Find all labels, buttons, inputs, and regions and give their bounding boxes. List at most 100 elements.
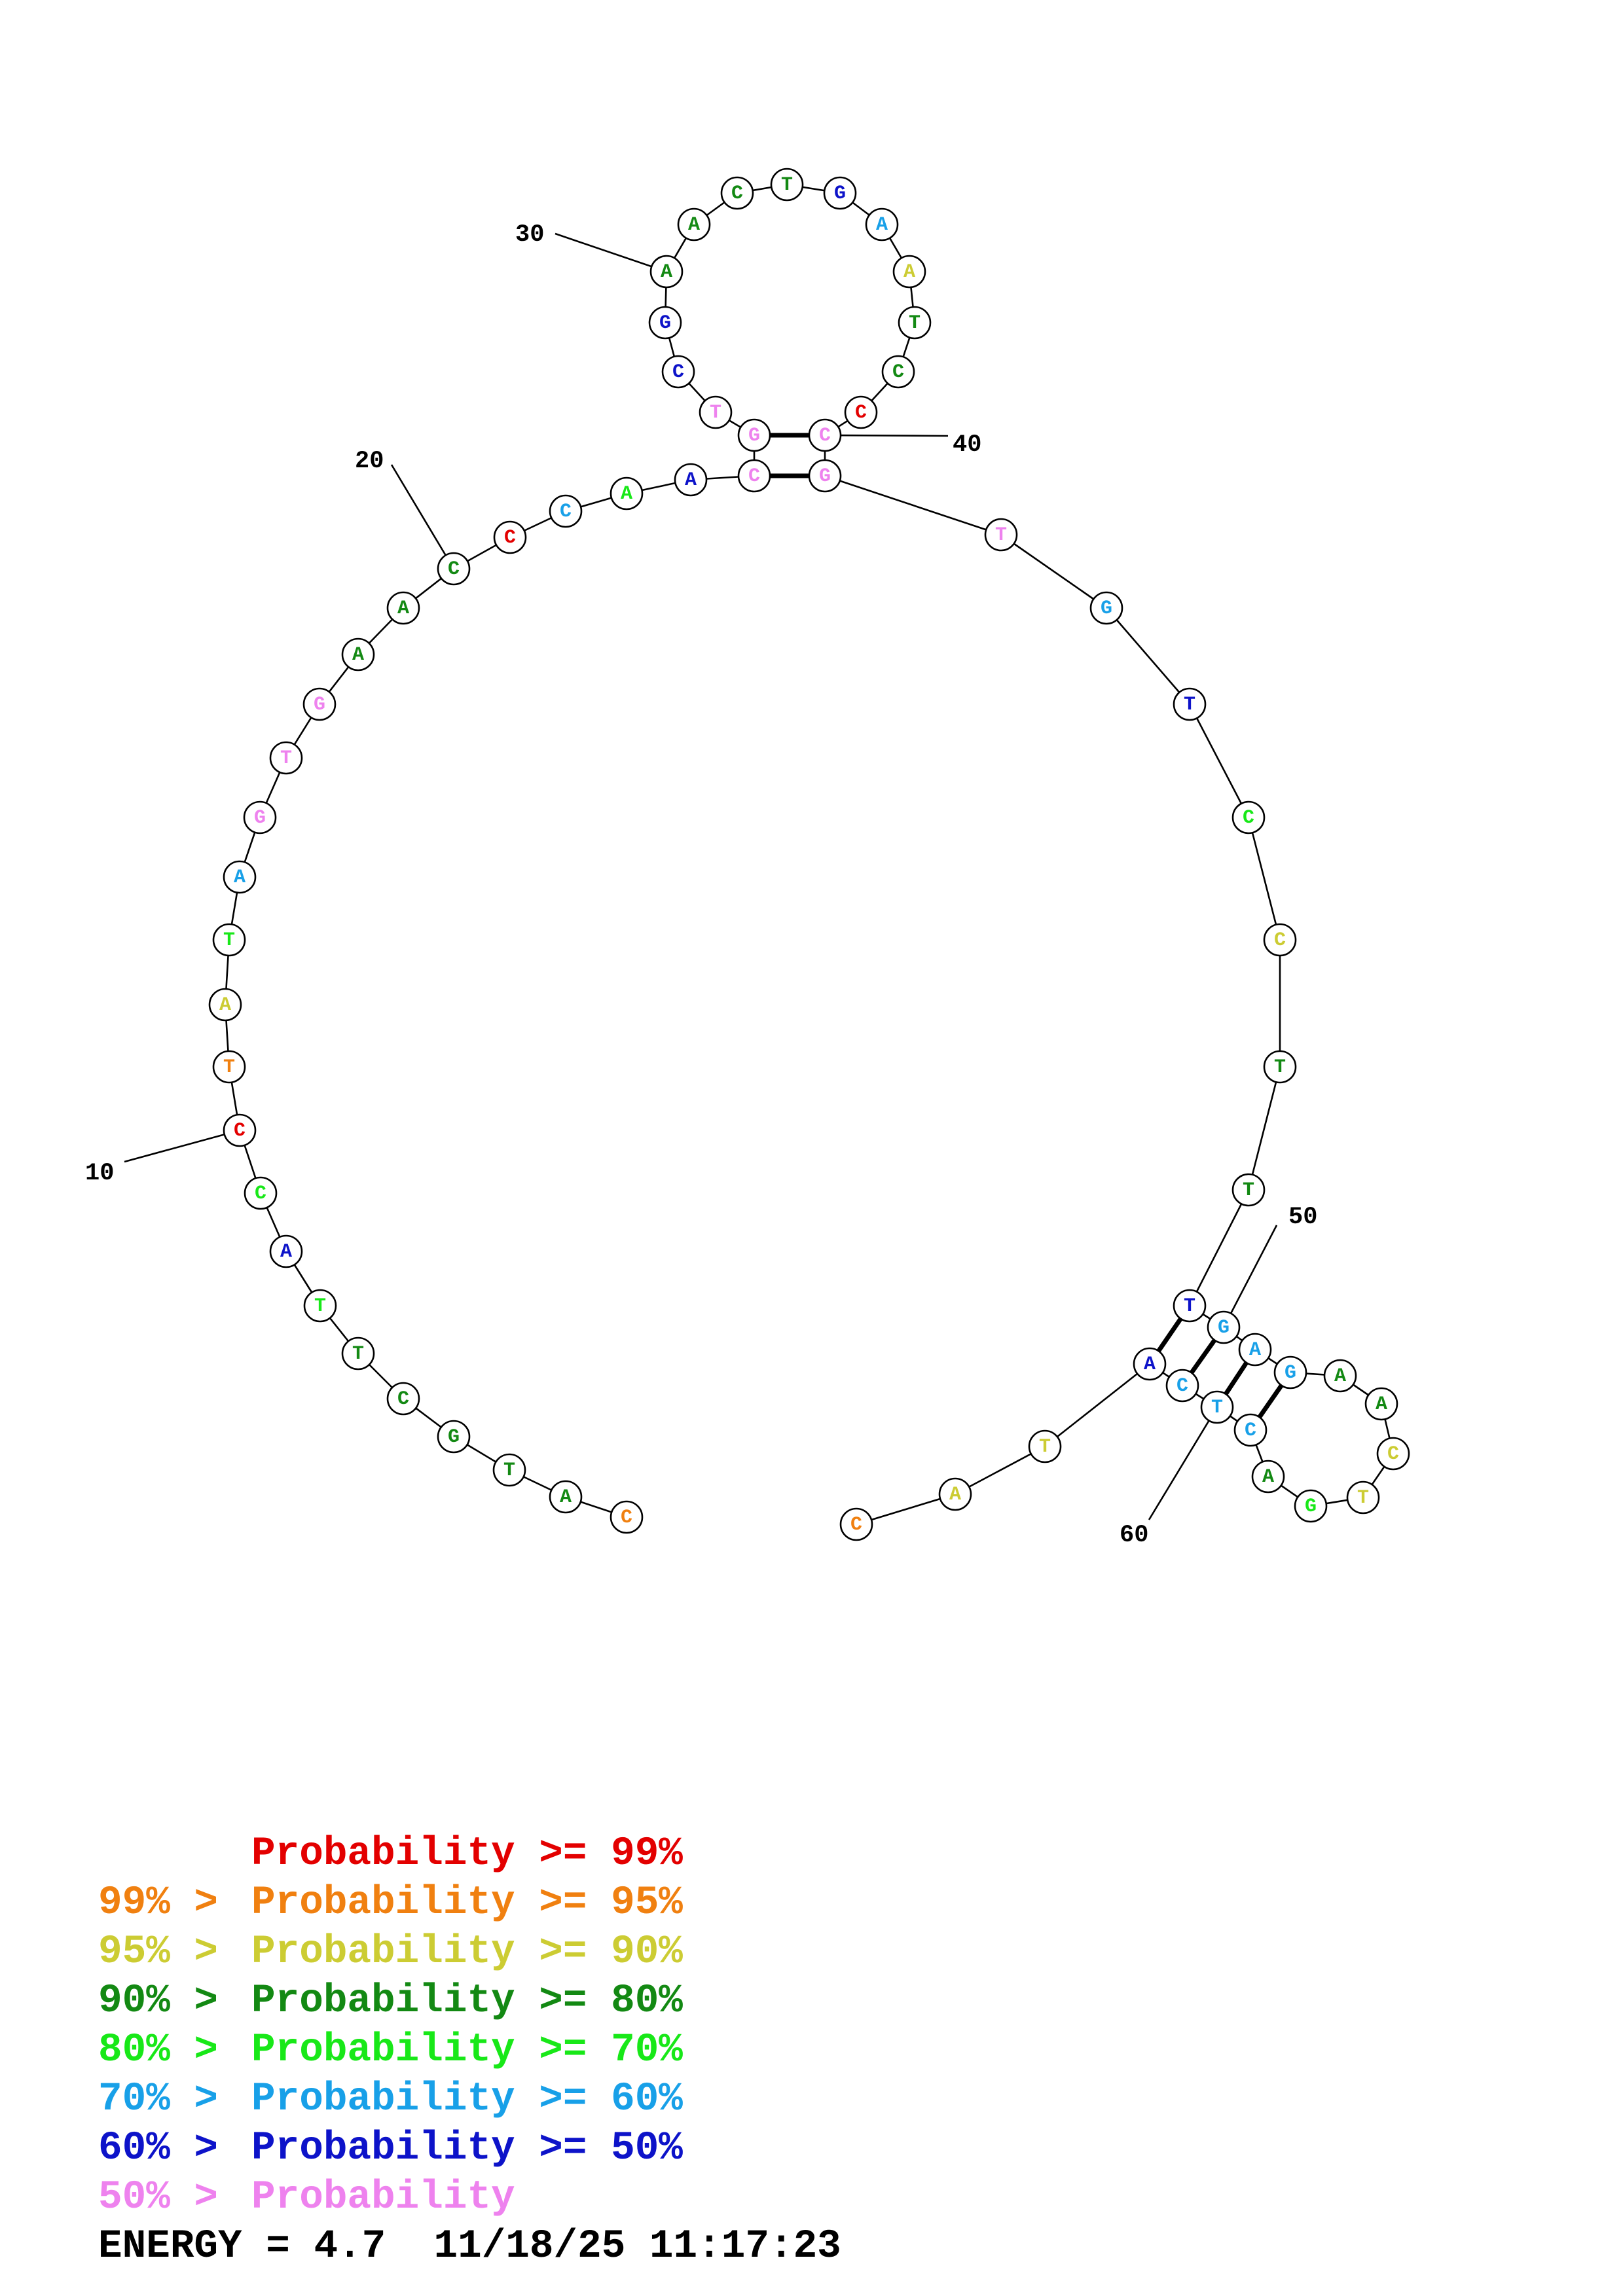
nucleotide-base: C — [397, 1388, 409, 1410]
position-label: 50 — [1288, 1204, 1317, 1231]
nucleotide-circle — [1273, 1355, 1307, 1390]
nucleotide: A — [1251, 1460, 1285, 1494]
nucleotide-circle — [737, 459, 771, 493]
backbone-bond — [1247, 1066, 1281, 1191]
nucleotide-circle — [208, 988, 242, 1022]
nucleotide-base: T — [1184, 1295, 1195, 1318]
base-pair-lines — [770, 433, 1284, 1419]
nucleotide: C — [720, 176, 754, 210]
nucleotide-base: C — [892, 361, 904, 384]
nucleotide-circle — [881, 355, 915, 389]
nucleotide-base: G — [254, 807, 266, 829]
backbone-bond — [1000, 533, 1107, 609]
nucleotide-base: C — [504, 527, 516, 549]
nucleotide-base: A — [949, 1484, 961, 1506]
nucleotide: A — [1323, 1359, 1357, 1393]
nucleotide-base: A — [219, 994, 231, 1016]
nucleotide-base: C — [1274, 929, 1286, 952]
nucleotide-circle — [302, 687, 337, 721]
nucleotide-base: C — [1243, 807, 1254, 829]
nucleotide: T — [1231, 1173, 1266, 1207]
nucleotide-base: G — [1218, 1317, 1230, 1339]
nucleotide-base: G — [748, 425, 760, 447]
backbone-bond — [1188, 1189, 1250, 1306]
nucleotide: T — [898, 306, 932, 340]
nucleotide: C — [244, 1176, 278, 1210]
nucleotide: T — [1028, 1429, 1062, 1463]
legend-entry: 99% > Probability >= 95% — [98, 1878, 683, 1928]
nucleotide-circle — [839, 1507, 873, 1541]
nucleotide-circle — [610, 1500, 644, 1534]
nucleotide: G — [1207, 1310, 1241, 1344]
nucleotide: C — [844, 395, 878, 429]
nucleotide-circle — [243, 800, 277, 834]
nucleotide: T — [984, 518, 1018, 552]
nucleotide-circle — [341, 637, 375, 672]
nucleotide-base: C — [855, 402, 867, 424]
nucleotide-base: A — [397, 598, 409, 620]
nucleotide-circle — [212, 1050, 246, 1084]
nucleotide: A — [674, 463, 708, 497]
nucleotide-base: C — [621, 1507, 632, 1529]
nucleotide-base: T — [1274, 1056, 1286, 1079]
legend-entry: 80% > Probability >= 70% — [98, 2026, 683, 2075]
nucleotide-base: C — [1245, 1420, 1256, 1442]
nucleotide-circle — [610, 476, 644, 511]
nucleotide-base: G — [1305, 1496, 1317, 1518]
nucleotide-base: C — [1387, 1443, 1399, 1465]
nucleotide: T — [1346, 1480, 1380, 1515]
nucleotide: T — [492, 1453, 526, 1487]
nucleotide: C — [737, 459, 771, 493]
nucleotide: A — [341, 637, 375, 672]
legend-label: Probability >= 95% — [251, 1880, 683, 1926]
nucleotide-base: A — [661, 261, 672, 283]
nucleotide-circle — [1089, 591, 1123, 625]
legend-label: Probability >= 60% — [251, 2077, 683, 2122]
nucleotide: C — [839, 1507, 873, 1541]
nucleotide-circle — [212, 923, 246, 957]
position-tick — [824, 434, 949, 437]
nucleotide-circle — [649, 255, 684, 289]
nucleotide: A — [269, 1234, 303, 1268]
nucleotide: A — [938, 1477, 972, 1511]
legend-entry: 95% > Probability >= 90% — [98, 1928, 683, 1977]
nucleotide-base: T — [352, 1343, 364, 1365]
nucleotide-base: T — [909, 312, 921, 334]
nucleotide: G — [302, 687, 337, 721]
nucleotide-circle — [1294, 1489, 1328, 1523]
backbone-bond — [1188, 704, 1250, 818]
base-pair-line — [1224, 1361, 1249, 1395]
legend-entry: Probability >= 99% — [98, 1829, 683, 1878]
nucleotide-circle — [661, 355, 695, 389]
nucleotide: G — [1089, 591, 1123, 625]
nucleotide-circle — [699, 395, 733, 429]
nucleotide-circle — [437, 552, 471, 586]
legend-prefix: 80% > — [98, 2028, 242, 2073]
nucleotide-base: T — [781, 174, 793, 196]
backbone-bond — [1247, 817, 1281, 941]
legend-prefix: 99% > — [98, 1880, 242, 1926]
legend-prefix: 50% > — [98, 2175, 242, 2220]
base-pair-line — [1156, 1317, 1183, 1353]
nucleotide-base: T — [710, 402, 721, 424]
legend-label: Probability >= 80% — [251, 1979, 683, 2024]
nucleotide-circle — [844, 395, 878, 429]
nucleotide-base: A — [1334, 1365, 1346, 1388]
nucleotide-base: G — [659, 312, 671, 334]
nucleotide-circle — [892, 255, 926, 289]
nucleotide-base: C — [672, 361, 684, 384]
nucleotide: T — [1173, 1289, 1207, 1323]
nucleotide-base: G — [1101, 598, 1112, 620]
legend-entry: 70% > Probability >= 60% — [98, 2075, 683, 2124]
nucleotide-base: T — [314, 1295, 326, 1318]
nucleotide-circle — [386, 591, 420, 625]
nucleotide-circle — [808, 459, 842, 493]
nucleotide-base: C — [560, 501, 572, 523]
nucleotide-circle — [1263, 923, 1297, 957]
nucleotide-base: T — [1357, 1487, 1369, 1509]
nucleotide: A — [865, 207, 899, 242]
nucleotide-circle — [720, 176, 754, 210]
nucleotide-circle — [677, 207, 711, 242]
